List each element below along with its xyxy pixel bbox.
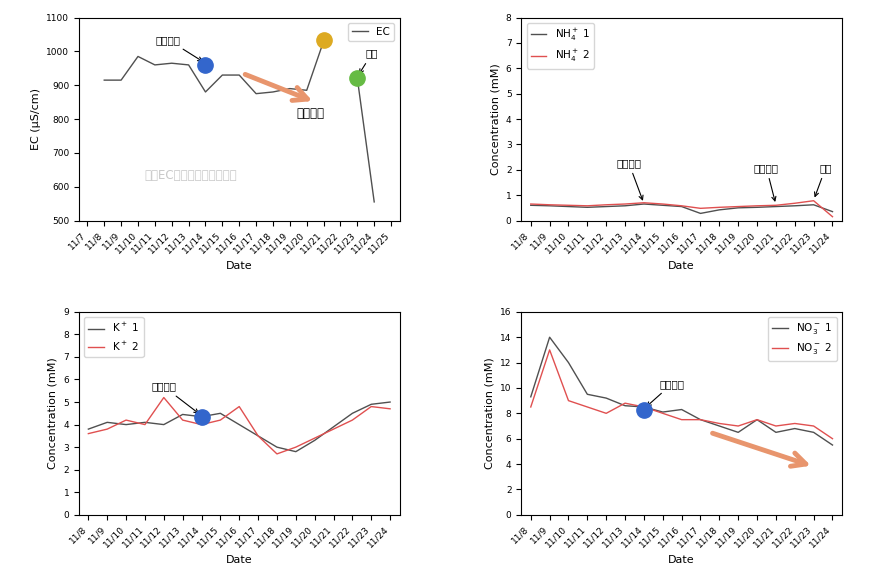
X-axis label: Date: Date xyxy=(226,555,253,565)
Text: 加水: 加水 xyxy=(815,163,831,197)
Legend: K$^+$ 1, K$^+$ 2: K$^+$ 1, K$^+$ 2 xyxy=(84,317,144,357)
Text: 添加養液: 添加養液 xyxy=(296,107,324,121)
Text: 市售EC計每日手動量測一筆: 市售EC計每日手動量測一筆 xyxy=(145,170,238,183)
Text: 增加植株: 增加植株 xyxy=(647,378,685,406)
Text: 增加植株: 增加植株 xyxy=(617,158,643,199)
Text: 添加養液: 添加養液 xyxy=(754,163,779,201)
X-axis label: Date: Date xyxy=(226,260,253,270)
Legend: EC: EC xyxy=(348,23,395,41)
Text: 加水: 加水 xyxy=(0,584,1,585)
Legend: NO$_3^-$ 1, NO$_3^-$ 2: NO$_3^-$ 1, NO$_3^-$ 2 xyxy=(768,317,837,360)
Y-axis label: EC (μS/cm): EC (μS/cm) xyxy=(31,88,40,150)
Text: 加水: 加水 xyxy=(360,49,378,73)
Legend: NH$_4^+$ 1, NH$_4^+$ 2: NH$_4^+$ 1, NH$_4^+$ 2 xyxy=(526,23,595,68)
Text: 加水: 加水 xyxy=(0,584,1,585)
Y-axis label: Concentration (mM): Concentration (mM) xyxy=(490,63,500,175)
X-axis label: Date: Date xyxy=(668,555,695,565)
Text: 增加植株: 增加植株 xyxy=(152,381,198,413)
Text: 添加養液: 添加養液 xyxy=(0,584,1,585)
Y-axis label: Concentration (mM): Concentration (mM) xyxy=(485,357,495,469)
Text: 增加植株: 增加植株 xyxy=(156,35,202,61)
Y-axis label: Concentration (mM): Concentration (mM) xyxy=(48,357,58,469)
Text: 添加養液: 添加養液 xyxy=(0,584,1,585)
X-axis label: Date: Date xyxy=(668,260,695,270)
